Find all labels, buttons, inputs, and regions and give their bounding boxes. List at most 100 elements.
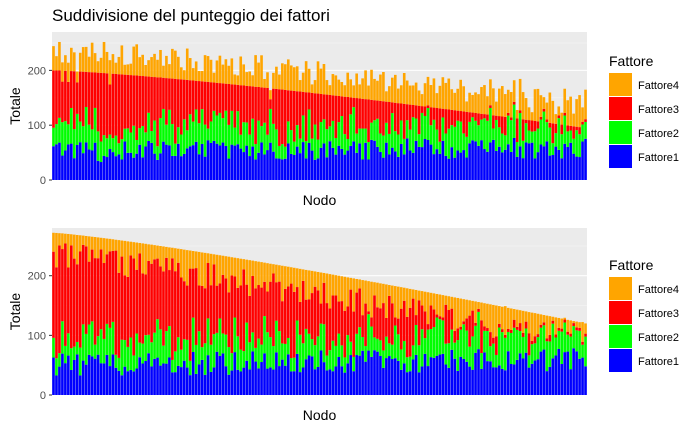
bar-segment-fattore1 <box>275 352 278 395</box>
bar-segment-fattore1 <box>557 348 561 395</box>
bar-segment-fattore1 <box>503 370 507 395</box>
bar-nodo-148 <box>489 304 492 395</box>
bar-segment-fattore3 <box>257 86 260 121</box>
legend-swatch-fattore2 <box>609 121 632 144</box>
bar-segment-fattore2 <box>197 123 201 155</box>
bar-segment-fattore1 <box>506 144 510 180</box>
bar-segment-fattore3 <box>135 75 139 140</box>
bar-segment-fattore1 <box>64 363 67 395</box>
bar-segment-fattore1 <box>292 371 296 395</box>
bar-segment-fattore4 <box>316 271 320 291</box>
bar-segment-fattore4 <box>191 251 195 269</box>
bar-segment-fattore3 <box>388 102 391 134</box>
bar-segment-fattore3 <box>572 323 575 327</box>
bar-segment-fattore4 <box>147 244 150 261</box>
bar-segment-fattore3 <box>215 285 219 333</box>
bar-nodo-118 <box>399 287 403 395</box>
bar-segment-fattore4 <box>465 299 468 319</box>
bar-nodo-10 <box>78 235 82 395</box>
bar-segment-fattore3 <box>560 124 564 135</box>
bar-segment-fattore2 <box>385 336 388 359</box>
bar-segment-fattore3 <box>545 119 549 123</box>
bar-segment-fattore3 <box>72 258 76 347</box>
bar-nodo-75 <box>272 264 275 395</box>
bar-segment-fattore3 <box>67 267 70 334</box>
bar-segment-fattore1 <box>67 355 70 395</box>
bar-segment-fattore2 <box>120 139 124 160</box>
bar-segment-fattore3 <box>200 285 204 348</box>
bar-nodo-77 <box>278 74 281 180</box>
bar-segment-fattore1 <box>536 152 540 180</box>
bar-segment-fattore4 <box>358 279 361 289</box>
bar-segment-fattore1 <box>512 364 516 395</box>
bar-segment-fattore4 <box>560 318 564 329</box>
bar-segment-fattore2 <box>331 340 335 372</box>
bar-segment-fattore1 <box>182 153 186 180</box>
bar-segment-fattore2 <box>370 326 373 357</box>
bar-segment-fattore4 <box>334 275 338 296</box>
bar-segment-fattore4 <box>492 88 495 116</box>
bar-nodo-17 <box>99 57 103 180</box>
bar-segment-fattore1 <box>500 368 504 395</box>
bar-segment-fattore2 <box>245 322 248 361</box>
bar-segment-fattore2 <box>191 121 195 146</box>
bar-nodo-3 <box>58 233 61 395</box>
bar-nodo-76 <box>275 264 278 395</box>
bar-segment-fattore1 <box>61 353 64 395</box>
bar-segment-fattore2 <box>215 332 219 352</box>
bar-segment-fattore3 <box>275 282 278 321</box>
bar-segment-fattore1 <box>197 154 201 180</box>
bar-nodo-81 <box>289 267 293 395</box>
bar-segment-fattore3 <box>245 85 248 123</box>
bar-nodo-29 <box>135 242 139 395</box>
bar-nodo-147 <box>486 303 489 395</box>
bar-segment-fattore1 <box>177 365 180 395</box>
bar-segment-fattore4 <box>367 85 370 100</box>
bar-nodo-5 <box>64 233 67 395</box>
bar-segment-fattore1 <box>367 159 370 180</box>
bar-segment-fattore4 <box>108 238 112 252</box>
bar-nodo-164 <box>536 88 540 180</box>
bar-segment-fattore4 <box>569 320 572 334</box>
bar-segment-fattore4 <box>385 284 388 318</box>
bar-segment-fattore1 <box>563 352 567 395</box>
bar-segment-fattore3 <box>417 105 421 135</box>
bar-segment-fattore1 <box>322 143 326 180</box>
bar-segment-fattore3 <box>227 292 231 348</box>
bar-segment-fattore4 <box>260 55 263 88</box>
bar-nodo-166 <box>542 97 546 180</box>
bar-segment-fattore4 <box>495 101 498 116</box>
bar-segment-fattore3 <box>129 255 133 338</box>
bar-segment-fattore2 <box>159 329 162 366</box>
bar-segment-fattore1 <box>132 157 136 180</box>
bar-segment-fattore3 <box>304 92 308 142</box>
bar-segment-fattore4 <box>153 53 156 78</box>
bar-segment-fattore1 <box>560 363 564 395</box>
bar-segment-fattore2 <box>141 126 144 158</box>
bar-segment-fattore3 <box>221 83 225 119</box>
bar-segment-fattore2 <box>515 142 519 157</box>
bar-segment-fattore2 <box>70 108 73 144</box>
bar-segment-fattore2 <box>382 135 385 158</box>
bar-segment-fattore3 <box>153 259 156 333</box>
bar-segment-fattore3 <box>435 314 439 318</box>
bar-segment-fattore2 <box>319 122 323 148</box>
bar-segment-fattore2 <box>554 337 558 356</box>
bar-nodo-98 <box>340 276 344 395</box>
bar-segment-fattore2 <box>462 133 465 151</box>
bar-segment-fattore4 <box>209 253 213 286</box>
bar-segment-fattore3 <box>396 318 400 335</box>
bar-segment-fattore2 <box>275 129 278 159</box>
bar-segment-fattore4 <box>471 300 474 311</box>
bar-segment-fattore2 <box>364 346 367 362</box>
bar-segment-fattore2 <box>560 134 564 159</box>
bar-nodo-31 <box>141 243 144 395</box>
bar-nodo-92 <box>322 272 326 395</box>
bar-segment-fattore2 <box>254 347 257 362</box>
bar-nodo-161 <box>527 107 531 180</box>
bar-segment-fattore4 <box>233 257 237 277</box>
bar-nodo-96 <box>334 275 338 395</box>
bar-nodo-74 <box>269 90 272 180</box>
bar-segment-fattore4 <box>563 88 567 113</box>
bar-segment-fattore2 <box>563 322 567 353</box>
